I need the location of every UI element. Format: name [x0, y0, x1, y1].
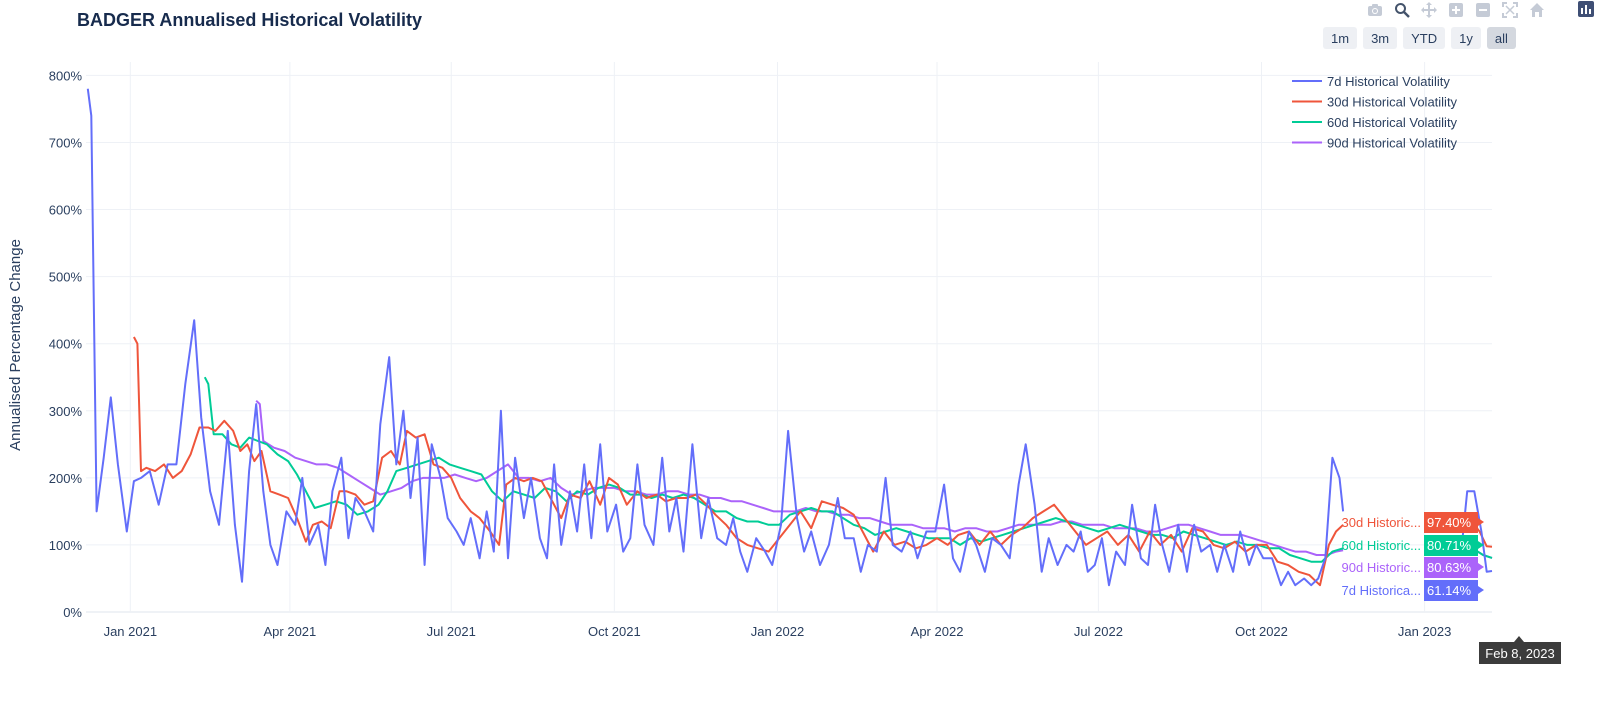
hover-item: 61.14% 7d Historica...	[1342, 580, 1484, 601]
hover-value-box	[1424, 580, 1478, 601]
hover-pointer	[1478, 541, 1484, 549]
pan-icon[interactable]	[1420, 1, 1438, 19]
home-icon[interactable]	[1528, 1, 1546, 19]
series-layer	[86, 88, 1493, 587]
modebar	[1366, 0, 1546, 20]
hover-name: 30d Historic...	[1342, 515, 1421, 530]
hover-value-box	[1424, 512, 1478, 533]
x-tick-label: Jan 2021	[104, 624, 158, 639]
hover-item: 80.63% 90d Historic...	[1342, 557, 1484, 578]
hover-value: 80.63%	[1427, 560, 1472, 575]
y-tick-label: 400%	[49, 337, 83, 352]
legend-label: 7d Historical Volatility	[1327, 74, 1450, 89]
hover-item: 80.71% 60d Historic...	[1342, 535, 1484, 556]
hover-value-box	[1424, 557, 1478, 578]
x-tick-label: Jul 2021	[427, 624, 476, 639]
x-tick-label: Jul 2022	[1074, 624, 1123, 639]
series-line-7d-tail[interactable]	[1460, 490, 1493, 573]
legend-item[interactable]: 90d Historical Volatility	[1292, 136, 1458, 151]
legend-label: 90d Historical Volatility	[1327, 136, 1458, 151]
range-selector: 1m 3m YTD 1y all	[1323, 27, 1516, 49]
range-button-1y[interactable]: 1y	[1451, 27, 1481, 49]
legend-label: 60d Historical Volatility	[1327, 115, 1458, 130]
plotly-logo-icon[interactable]	[1578, 1, 1594, 17]
hover-value: 80.71%	[1427, 538, 1472, 553]
range-button-all[interactable]: all	[1486, 27, 1516, 49]
y-tick-label: 500%	[49, 270, 83, 285]
zoom-icon[interactable]	[1393, 1, 1411, 19]
hover-value-box	[1424, 535, 1478, 556]
range-button-ytd[interactable]: YTD	[1403, 27, 1446, 49]
legend-label: 30d Historical Volatility	[1327, 95, 1458, 110]
x-tick-label: Jan 2023	[1398, 624, 1452, 639]
y-tick-label: 600%	[49, 203, 83, 218]
axis-layer: 0% 100% 200% 300% 400% 500% 600% 700% 800% Jan 20…	[49, 68, 1452, 639]
y-tick-label: 700%	[49, 135, 83, 150]
x-tick-label: Jan 2022	[751, 624, 805, 639]
legend-item[interactable]: 30d Historical Volatility	[1292, 95, 1458, 110]
y-tick-label: 100%	[49, 538, 83, 553]
hover-name: 60d Historic...	[1342, 538, 1421, 553]
legend-item[interactable]: 60d Historical Volatility	[1292, 115, 1458, 130]
hover-name: 7d Historica...	[1342, 583, 1421, 598]
x-tick-label: Oct 2021	[588, 624, 641, 639]
y-tick-label: 300%	[49, 404, 83, 419]
y-axis-title: Annualised Percentage Change	[7, 239, 24, 451]
hover-date: Feb 8, 2023	[1485, 646, 1554, 661]
hover-pointer	[1478, 563, 1484, 571]
legend[interactable]: 7d Historical Volatility 30d Historical V…	[1292, 74, 1458, 151]
y-tick-label: 200%	[49, 471, 83, 486]
x-tick-label: Oct 2022	[1235, 624, 1288, 639]
series-line-90d[interactable]	[255, 399, 1344, 556]
y-tick-label: 0%	[63, 605, 82, 620]
series-line-7d[interactable]	[86, 88, 1345, 587]
x-tick-label: Apr 2022	[911, 624, 964, 639]
camera-icon[interactable]	[1366, 1, 1384, 19]
y-tick-label: 800%	[49, 68, 83, 83]
hover-tooltip: 97.40% 30d Historic... 80.71% 60d Historic.…	[1342, 512, 1561, 664]
hover-pointer	[1478, 518, 1484, 526]
zoom-out-icon[interactable]	[1474, 1, 1492, 19]
grid-layer	[86, 62, 1492, 613]
series-line-30d[interactable]	[133, 336, 1344, 587]
range-button-3m[interactable]: 3m	[1363, 27, 1398, 49]
x-tick-label: Apr 2021	[264, 624, 317, 639]
range-button-1m[interactable]: 1m	[1323, 27, 1358, 49]
hover-date-pointer	[1514, 636, 1524, 642]
hover-pointer	[1478, 586, 1484, 594]
series-line-60d[interactable]	[203, 376, 1344, 563]
hover-date-box	[1479, 642, 1561, 664]
chart-title: BADGER Annualised Historical Volatility	[77, 10, 423, 30]
hover-name: 90d Historic...	[1342, 560, 1421, 575]
hover-item: 97.40% 30d Historic...	[1342, 512, 1484, 533]
autoscale-icon[interactable]	[1501, 1, 1519, 19]
hover-date-badge: Feb 8, 2023	[1479, 636, 1561, 664]
hover-value: 61.14%	[1427, 583, 1472, 598]
legend-item[interactable]: 7d Historical Volatility	[1292, 74, 1450, 89]
hover-value: 97.40%	[1427, 515, 1472, 530]
zoom-in-icon[interactable]	[1447, 1, 1465, 19]
